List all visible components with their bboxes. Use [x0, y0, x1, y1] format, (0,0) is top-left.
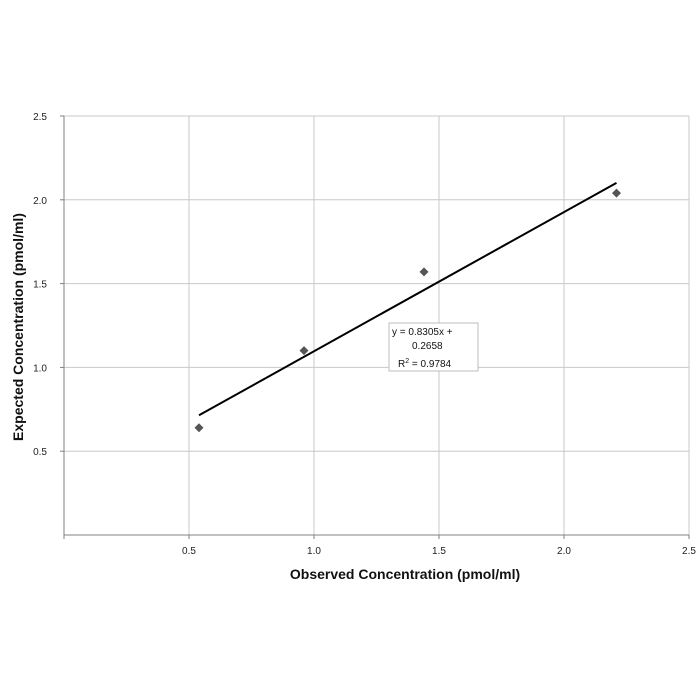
x-tick-label: 2.0	[557, 546, 571, 557]
grid-lines	[64, 115, 690, 535]
x-tick-label: 1.5	[432, 546, 446, 557]
r-squared-superscript: 2	[405, 358, 409, 365]
axes	[60, 115, 690, 539]
r-squared-prefix: R	[398, 359, 405, 370]
y-tick-label: 2.5	[33, 112, 47, 123]
r-squared-value: = 0.9784	[409, 359, 451, 370]
y-tick-label: 1.5	[33, 280, 47, 291]
equation-line-2: 0.2658	[412, 341, 443, 352]
x-tick-label: 0.5	[182, 546, 196, 557]
x-tick-label: 2.5	[682, 546, 696, 557]
trendline-layer	[198, 181, 617, 417]
equation-box-frame	[388, 322, 479, 372]
trendline-equation-box: y = 0.8305x + 0.2658 R2 = 0.9784	[388, 322, 479, 372]
data-point	[612, 188, 621, 198]
y-tick-label: 0.5	[33, 447, 47, 458]
data-point	[299, 346, 309, 356]
x-tick-label: 1.0	[307, 546, 321, 557]
y-tick-label: 2.0	[33, 196, 47, 207]
data-point	[194, 423, 204, 433]
trendline	[198, 181, 617, 417]
data-points	[194, 188, 621, 433]
equation-line-1: y = 0.8305x +	[392, 327, 453, 338]
x-axis-title: Observed Concentration (pmol/ml)	[290, 566, 520, 582]
r-squared-label: R2 = 0.9784	[398, 358, 452, 370]
y-tick-label: 1.0	[33, 363, 47, 374]
data-point	[419, 267, 429, 277]
tick-labels: 0.5 1.0 1.5 2.0 2.5 0.5 1.0 1.5 2.0 2.5	[33, 112, 696, 557]
y-axis-title: Expected Concentration (pmol/ml)	[10, 213, 26, 441]
